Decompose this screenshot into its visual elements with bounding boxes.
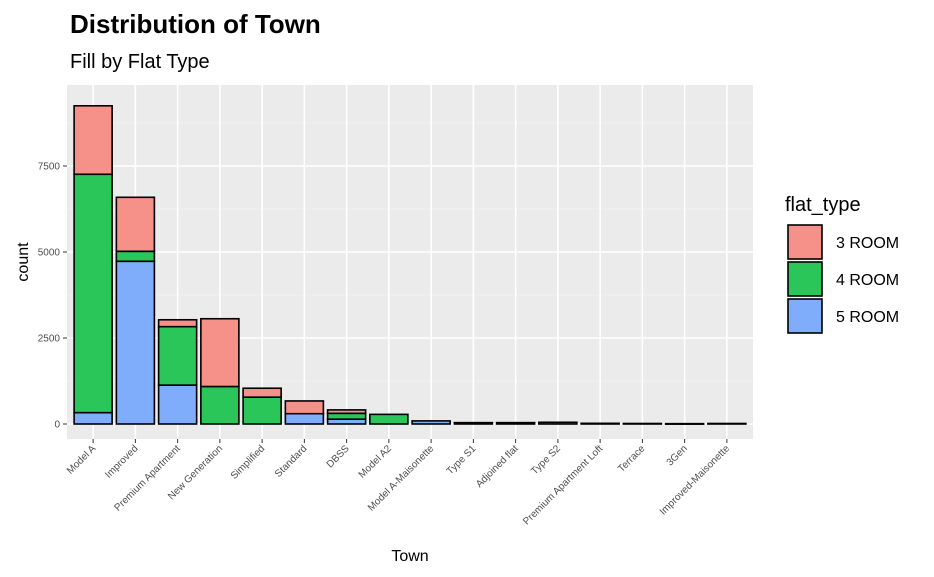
bar-adjoined-flat-5-room [495, 421, 536, 425]
bar-terrace-5-room [622, 422, 663, 425]
bar-standard-3-room [284, 400, 325, 415]
bar-model-a-maisonette-5-room [411, 420, 451, 425]
bar-premium-apartment-5-room [157, 384, 198, 425]
bar-new-generation-3-room [200, 317, 240, 388]
legend-label-3-room: 3 ROOM [836, 235, 899, 252]
bar-type-s1-5-room [453, 421, 494, 425]
legend-key-5-room [787, 298, 823, 334]
bar-3gen-5-room [664, 422, 705, 425]
y-tick-label: 2500 [38, 334, 61, 345]
bar-simplified-4-room [242, 396, 282, 425]
bar-improved-maisonette-5-room [707, 422, 747, 425]
bar-new-generation-4-room [200, 385, 240, 425]
x-axis-title: Town [391, 548, 428, 565]
bar-model-a-3-room [73, 105, 113, 176]
y-tick-label: 7500 [38, 162, 61, 173]
x-tick-label: Adjoined flat [474, 443, 521, 490]
bar-premium-apartment-3-room [157, 318, 198, 328]
bar-improved-3-room [115, 196, 156, 253]
x-tick-label: Terrace [616, 443, 648, 475]
x-tick-label: Type S2 [529, 443, 563, 477]
bar-premium-apartment-loft-5-room [580, 422, 620, 425]
legend-key-3-room [787, 224, 823, 260]
bar-dbss-3-room [326, 409, 367, 415]
x-tick-label: DBSS [325, 443, 352, 470]
legend-label-5-room: 5 ROOM [836, 309, 899, 326]
y-axis: 0 2500 5000 7500 [38, 162, 67, 431]
chart-title: Distribution of Town [70, 9, 321, 39]
y-tick-label: 0 [54, 420, 60, 431]
bar-dbss-4-room [326, 412, 367, 420]
y-axis-title: count [15, 242, 32, 282]
x-tick-label: Premium Apartment Loft [521, 443, 605, 527]
bar-simplified-3-room [242, 387, 282, 398]
x-tick-label: Model A2 [357, 443, 395, 481]
bar-standard-5-room [284, 412, 325, 425]
bar-model-a-5-room [73, 411, 113, 425]
x-tick-label: Type S1 [445, 443, 479, 477]
x-tick-label: Model A [65, 443, 99, 477]
x-tick-label: Improved [103, 443, 140, 480]
legend-label-4-room: 4 ROOM [836, 272, 899, 289]
bar-model-a2-4-room [369, 413, 409, 425]
legend-key-4-room [787, 261, 823, 297]
bar-type-s2-5-room [538, 421, 578, 425]
legend-title: flat_type [785, 194, 861, 216]
chart-subtitle: Fill by Flat Type [70, 51, 210, 73]
x-tick-label: 3Gen [665, 443, 690, 468]
y-tick-label: 5000 [38, 248, 61, 259]
x-tick-label: Simplified [229, 443, 267, 481]
bar-model-a-4-room [73, 173, 113, 414]
x-tick-label: Improved-Maisonette [658, 443, 733, 518]
bar-improved-5-room [115, 260, 156, 425]
bars [73, 105, 747, 425]
bar-premium-apartment-4-room [157, 325, 198, 386]
legend: flat_type 3 ROOM 4 ROOM 5 ROOM [785, 194, 899, 334]
bar-improved-4-room [115, 250, 156, 263]
x-tick-label: Standard [273, 443, 309, 479]
